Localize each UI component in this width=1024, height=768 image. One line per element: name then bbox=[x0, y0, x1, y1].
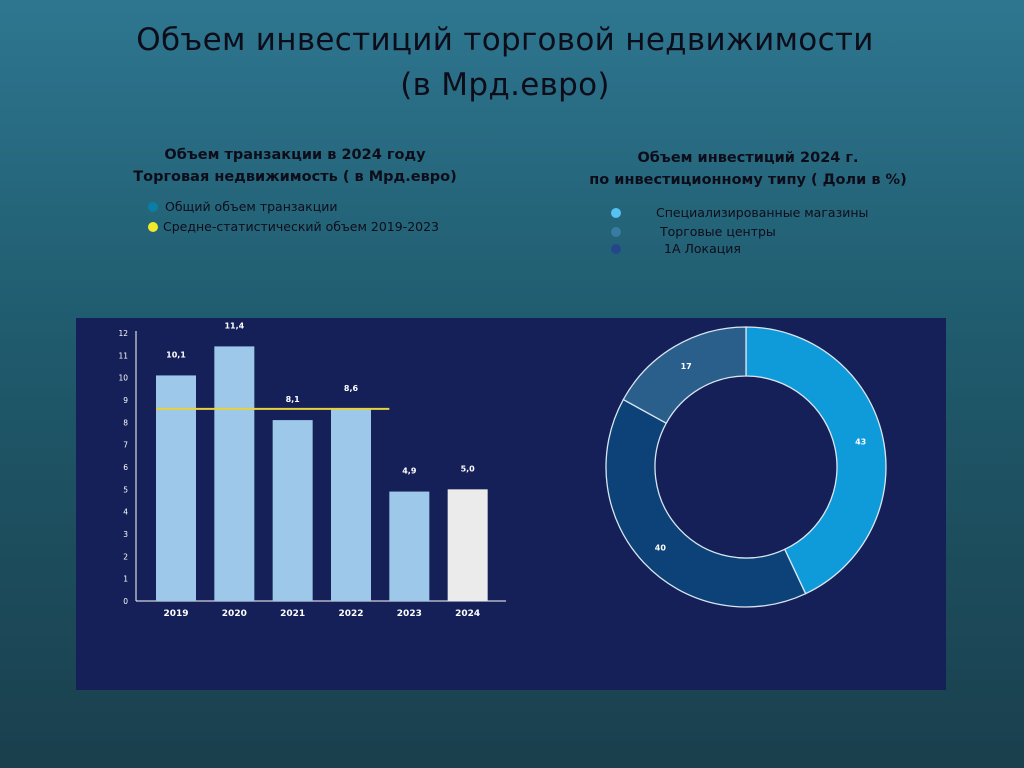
chart-canvas: 012345678910111210,1201911,420208,120218… bbox=[118, 321, 887, 619]
y-tick-label: 9 bbox=[123, 396, 128, 405]
page-title-line-2: (в Мрд.евро) bbox=[400, 67, 610, 103]
legend-dot-icon bbox=[148, 221, 158, 232]
x-tick-label-2023: 2023 bbox=[397, 609, 422, 619]
y-tick-label: 4 bbox=[123, 508, 128, 517]
donut-legend-label-malls: Торговые центры bbox=[660, 224, 776, 239]
donut-legend-item-specialized: Специализированные магазины bbox=[611, 205, 868, 220]
donut-slice-specialized-stores bbox=[745, 326, 887, 595]
x-tick-label-2019: 2019 bbox=[163, 609, 188, 619]
donut-slice-1a-location bbox=[605, 398, 807, 608]
y-tick-label: 11 bbox=[118, 351, 128, 360]
bar-2020 bbox=[214, 346, 255, 601]
legend-dot-icon bbox=[611, 207, 621, 218]
x-tick-label-2021: 2021 bbox=[280, 609, 305, 619]
donut-legend-item-1a: 1А Локация bbox=[611, 241, 741, 256]
legend-dot-icon bbox=[148, 201, 158, 212]
x-tick-label-2020: 2020 bbox=[222, 609, 247, 619]
bar-2024 bbox=[447, 489, 488, 601]
donut-slice-shopping-centers bbox=[622, 326, 747, 425]
y-tick-label: 6 bbox=[123, 463, 128, 472]
donut-chart-title-line-1: Объем инвестиций 2024 г. bbox=[637, 150, 859, 166]
donut-value-label-shopping-centers: 17 bbox=[681, 362, 692, 371]
bar-2021 bbox=[272, 420, 313, 601]
bar-legend-label-total: Общий объем транзакции bbox=[165, 199, 338, 214]
bar-2022 bbox=[331, 408, 371, 601]
bar-value-label-2019: 10,1 bbox=[166, 350, 186, 359]
bar-chart-title-line-2: Торговая недвижимость ( в Мрд.евро) bbox=[133, 169, 457, 185]
bar-2023 bbox=[389, 491, 430, 601]
page-title-line-1: Объем инвестиций торговой недвижимости bbox=[136, 22, 874, 58]
bar-value-label-2023: 4,9 bbox=[402, 467, 417, 476]
y-tick-label: 3 bbox=[123, 530, 128, 539]
donut-value-label-specialized-stores: 43 bbox=[855, 437, 866, 446]
y-tick-label: 7 bbox=[123, 441, 128, 450]
donut-chart-title: Объем инвестиций 2024 г. по инвестиционн… bbox=[548, 147, 948, 191]
y-tick-label: 8 bbox=[123, 418, 128, 427]
donut-chart-title-line-2: по инвестиционному типу ( Доли в %) bbox=[589, 172, 907, 188]
y-tick-label: 10 bbox=[118, 374, 128, 383]
bar-chart-title-line-1: Объем транзакции в 2024 году bbox=[164, 147, 426, 163]
x-tick-label-2024: 2024 bbox=[455, 609, 480, 619]
donut-value-label-1a-location: 40 bbox=[655, 543, 667, 552]
donut-legend-label-1a: 1А Локация bbox=[664, 241, 741, 256]
bar-2019 bbox=[156, 375, 196, 601]
y-tick-label: 12 bbox=[118, 329, 128, 338]
bar-value-label-2024: 5,0 bbox=[461, 464, 476, 473]
donut-legend-item-malls: Торговые центры bbox=[611, 224, 776, 239]
legend-dot-icon bbox=[611, 243, 621, 254]
bar-legend-item-average: Средне-статистический объем 2019-2023 bbox=[148, 219, 439, 234]
y-tick-label: 1 bbox=[123, 575, 128, 584]
bar-chart-title: Объем транзакции в 2024 году Торговая не… bbox=[95, 144, 495, 188]
x-tick-label-2022: 2022 bbox=[338, 609, 363, 619]
chart-panel: 0 1 2 3 4 5 6 7 8 9 10 11 12 10,1 2019 11,4 2020 8,1 2021 8… bbox=[76, 318, 946, 690]
bar-value-label-2022: 8,6 bbox=[344, 384, 359, 393]
legend-dot-icon bbox=[611, 226, 621, 237]
bar-legend-item-total: Общий объем транзакции bbox=[148, 199, 338, 214]
bar-value-label-2021: 8,1 bbox=[286, 395, 301, 404]
y-tick-label: 5 bbox=[123, 485, 128, 494]
y-tick-label: 2 bbox=[123, 552, 128, 561]
donut-legend-label-specialized: Специализированные магазины bbox=[656, 205, 869, 220]
y-tick-label: 0 bbox=[123, 597, 128, 606]
bar-value-label-2020: 11,4 bbox=[224, 321, 244, 330]
bar-legend-label-average: Средне-статистический объем 2019-2023 bbox=[163, 219, 440, 234]
